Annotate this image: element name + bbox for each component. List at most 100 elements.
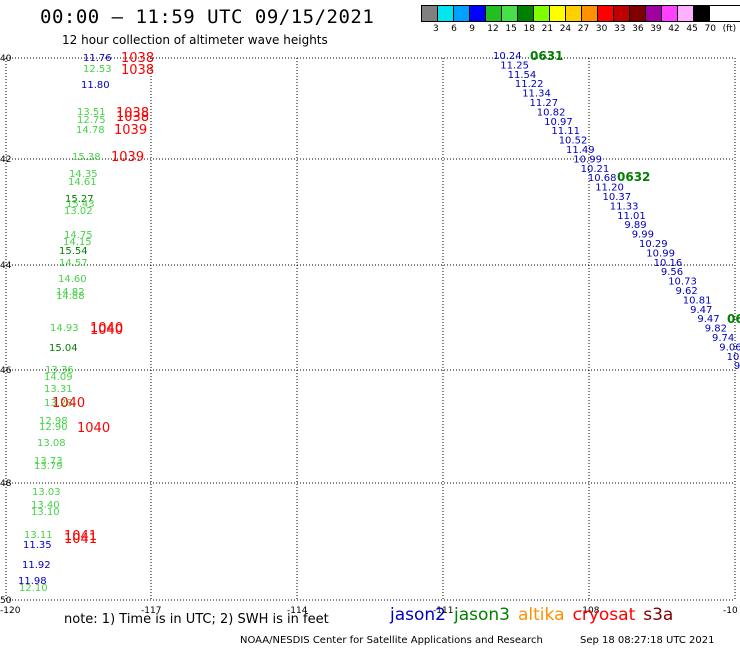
color-legend: 3 6 9 12 15 18 21 24 27 30 33 36 39 42 45 70 (ft): [421, 5, 740, 36]
swh-value-track: 9.06: [719, 342, 740, 353]
satellite-name: jason3: [454, 605, 510, 625]
swh-value-track: 9.47: [697, 314, 719, 325]
lon-tick-label: -10: [723, 606, 738, 616]
lat-tick-label: 44: [0, 261, 12, 271]
legend-swatch: [486, 6, 502, 21]
swh-value: 12.98: [39, 416, 68, 427]
swh-value-track: 10.24: [493, 51, 522, 62]
legend-label: 39: [650, 24, 662, 34]
legend-swatch: [470, 6, 486, 21]
legend-swatch: [646, 6, 662, 21]
swh-value-track: 11.49: [566, 145, 595, 156]
legend-swatch: [662, 6, 678, 21]
swh-value: 13.40: [31, 500, 60, 511]
swh-value: 14.09: [44, 372, 73, 383]
swh-value: 12.90: [39, 422, 68, 433]
swh-value-track: 10.5: [727, 352, 740, 363]
swh-value: 14.57: [59, 258, 88, 269]
swh-value: 14.82: [56, 287, 85, 298]
swh-value-track: 10.21: [581, 164, 610, 175]
legend-labels: 3 6 9 12 15 18 21 24 27 30 33 36 39 42 45 70 (ft): [421, 24, 740, 36]
satellite-name: jason2: [390, 605, 446, 625]
swh-value: 13.31: [44, 384, 73, 395]
legend-swatch: [454, 6, 470, 21]
swh-value: 15.04: [49, 343, 78, 354]
swh-value-track: 10.82: [537, 107, 566, 118]
swh-value: 11.98: [18, 576, 47, 587]
legend-label: 3: [433, 24, 439, 34]
swh-value: 15.43: [66, 199, 95, 210]
legend-swatch: [518, 6, 534, 21]
swh-value: 14.35: [69, 169, 98, 180]
swh-value-track: 10.97: [544, 117, 573, 128]
pressure-label: 1040: [52, 396, 85, 411]
swh-value: 14.60: [58, 274, 87, 285]
legend-swatch: [598, 6, 614, 21]
footer-credit: NOAA/NESDIS Center for Satellite Applica…: [240, 635, 543, 646]
satellite-legend: jason2 jason3 altika cryosat s3a: [390, 605, 681, 625]
swh-value: 12.10: [19, 583, 48, 594]
swh-value: 13.03: [32, 487, 61, 498]
lon-tick-label: -120: [0, 606, 21, 616]
pressure-label: 1038: [116, 110, 149, 125]
swh-value: 14.61: [68, 177, 97, 188]
swh-value-track: 9.56: [661, 267, 683, 278]
pressure-label: 1040: [90, 321, 123, 336]
swh-value-track: 10.81: [683, 295, 712, 306]
legend-swatch: [534, 6, 550, 21]
legend-label: 12: [487, 24, 499, 34]
swh-value: 13.28: [44, 398, 73, 409]
swh-value: 14.75: [64, 230, 93, 241]
legend-label: 33: [614, 24, 626, 34]
swh-value-track: 10.68: [588, 173, 617, 184]
time-label: 06: [727, 312, 740, 326]
legend-swatch: [502, 6, 518, 21]
satellite-name: cryosat: [572, 605, 636, 625]
legend-label: 18: [523, 24, 535, 34]
swh-value: 14.88: [56, 291, 85, 302]
pressure-label: 1038: [116, 106, 149, 121]
legend-label: (ft): [722, 24, 737, 34]
legend-swatch: [422, 6, 438, 21]
swh-value: 13.51: [77, 107, 106, 118]
lat-tick-label: 50: [0, 596, 12, 606]
swh-value-track: 10.37: [603, 192, 632, 203]
pressure-label: 1038: [121, 51, 154, 66]
swh-value-track: 9.62: [676, 286, 698, 297]
time-label: 0632: [617, 170, 650, 184]
legend-swatch: [614, 6, 630, 21]
swh-value-track: 10.99: [646, 248, 675, 259]
swh-value-track: 11.22: [515, 79, 544, 90]
swh-value-track: 11.01: [617, 211, 646, 222]
swh-value-track: 11.27: [530, 98, 559, 109]
swh-value: 15.54: [59, 246, 88, 257]
satellite-name: altika: [518, 605, 565, 625]
pressure-label: 1039: [114, 123, 147, 138]
swh-value: 11.80: [81, 80, 110, 91]
footer-note: note: 1) Time is in UTC; 2) SWH is in fe…: [64, 612, 329, 627]
swh-value-track: 10.52: [559, 136, 588, 147]
legend-label: 36: [632, 24, 644, 34]
swh-value-track: 9.82: [705, 324, 727, 335]
swh-value-track: 10.29: [639, 239, 668, 250]
legend-swatch: [630, 6, 646, 21]
swh-value: 13.10: [31, 507, 60, 518]
swh-value-track: 11.25: [500, 60, 529, 71]
swh-value: 13.79: [34, 461, 63, 472]
legend-label: 24: [559, 24, 572, 34]
swh-value-track: 11.34: [522, 89, 551, 100]
lat-tick-label: 48: [0, 479, 12, 489]
lon-tick-label: -117: [141, 606, 161, 616]
legend-swatch: [582, 6, 598, 21]
legend-swatch: [438, 6, 454, 21]
pressure-label: 1039: [111, 150, 144, 165]
swh-value: 12.75: [77, 115, 106, 126]
legend-label: 27: [577, 24, 590, 34]
swh-value-track: 9.: [734, 361, 740, 372]
swh-value-track: 9.74: [712, 333, 734, 344]
swh-value: 14.78: [76, 125, 105, 136]
lon-tick-label: -108: [579, 606, 600, 616]
legend-label: 21: [541, 24, 554, 34]
footer-timestamp: Sep 18 08:27:18 UTC 2021: [580, 635, 715, 646]
